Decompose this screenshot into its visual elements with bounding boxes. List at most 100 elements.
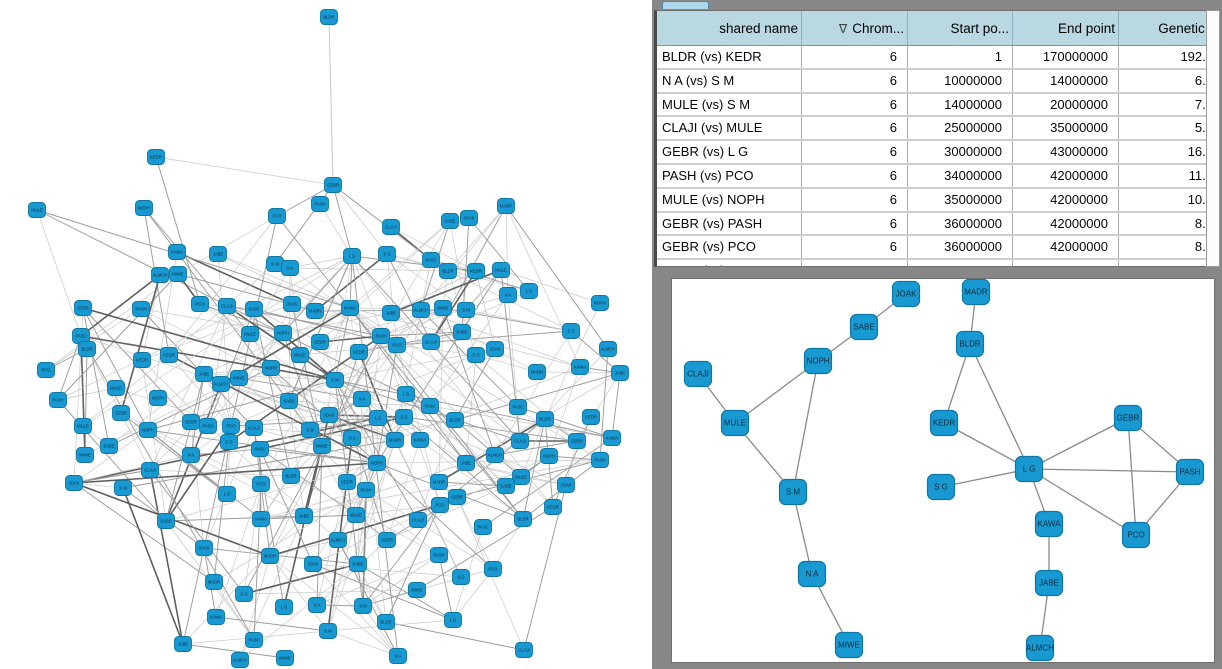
- network-edge[interactable]: [334, 379, 421, 441]
- network-node[interactable]: PCO: [484, 561, 502, 577]
- network-node[interactable]: MULE: [347, 507, 365, 523]
- network-node[interactable]: SABE: [100, 438, 118, 454]
- node-shape[interactable]: [100, 438, 118, 454]
- network-edge[interactable]: [328, 16, 334, 186]
- network-edge[interactable]: [36, 209, 351, 309]
- node-shape[interactable]: [313, 438, 331, 454]
- network-edge[interactable]: [505, 205, 509, 296]
- network-edge[interactable]: [386, 439, 421, 541]
- node-shape[interactable]: [268, 208, 286, 224]
- node-shape[interactable]: [439, 263, 457, 279]
- subnetwork-node[interactable]: GEBR: [1113, 404, 1143, 432]
- node-shape[interactable]: [320, 407, 338, 423]
- node-shape[interactable]: [311, 334, 329, 350]
- network-edge[interactable]: [155, 156, 201, 305]
- network-edge[interactable]: [349, 307, 467, 464]
- network-edge[interactable]: [243, 563, 359, 595]
- network-edge[interactable]: [390, 270, 477, 314]
- network-edge[interactable]: [253, 483, 262, 641]
- network-edge[interactable]: [507, 294, 521, 442]
- node-shape[interactable]: [467, 263, 485, 279]
- network-edge[interactable]: [282, 312, 392, 334]
- network-node[interactable]: PASH: [430, 547, 448, 563]
- node-shape[interactable]: [382, 305, 400, 321]
- network-node[interactable]: JOAK: [557, 477, 575, 493]
- network-edge[interactable]: [468, 217, 530, 292]
- network-node[interactable]: KEDR: [582, 409, 600, 425]
- network-edge[interactable]: [82, 307, 336, 381]
- network-edge[interactable]: [215, 483, 262, 618]
- node-shape[interactable]: [389, 648, 407, 664]
- node-shape[interactable]: [28, 202, 46, 218]
- network-edge[interactable]: [203, 373, 232, 427]
- network-edge[interactable]: [357, 563, 454, 621]
- node-shape[interactable]: [37, 362, 55, 378]
- table-top-tab[interactable]: [662, 1, 709, 9]
- network-node[interactable]: N A: [308, 597, 326, 613]
- node-shape[interactable]: [520, 283, 538, 299]
- network-node[interactable]: PASC: [422, 252, 440, 268]
- node-shape[interactable]: [411, 432, 429, 448]
- node-shape[interactable]: [112, 405, 130, 421]
- network-node[interactable]: GEBR: [182, 414, 200, 430]
- network-node[interactable]: L G: [520, 283, 538, 299]
- subnetwork-node[interactable]: L G: [1014, 455, 1044, 483]
- node-shape[interactable]: [484, 561, 502, 577]
- network-node[interactable]: BLDR: [320, 9, 338, 25]
- network-node[interactable]: ALMCH: [151, 267, 169, 283]
- subnetwork-node[interactable]: NOPH: [803, 347, 833, 375]
- network-edge[interactable]: [217, 253, 382, 337]
- node-shape[interactable]: [231, 652, 249, 668]
- node-shape[interactable]: [349, 556, 367, 572]
- network-edge[interactable]: [190, 448, 261, 456]
- network-node[interactable]: PASH: [49, 392, 67, 408]
- node-shape[interactable]: [457, 455, 475, 471]
- subnetwork-node[interactable]: S M: [778, 478, 808, 506]
- node-shape[interactable]: [107, 380, 125, 396]
- network-edge[interactable]: [80, 335, 336, 381]
- network-node[interactable]: PASH: [357, 482, 375, 498]
- network-edge[interactable]: [449, 220, 467, 311]
- node-shape[interactable]: [368, 455, 386, 471]
- node-shape[interactable]: [422, 334, 440, 350]
- network-edge[interactable]: [438, 554, 454, 621]
- network-edge[interactable]: [500, 269, 601, 304]
- network-node[interactable]: MADR: [497, 198, 515, 214]
- network-node[interactable]: SABE: [497, 478, 515, 494]
- node-shape[interactable]: [218, 298, 236, 314]
- network-node[interactable]: PCO: [268, 208, 286, 224]
- subnetwork-node[interactable]: ALMCH: [1025, 634, 1054, 662]
- network-node[interactable]: KEDR: [133, 352, 151, 368]
- network-edge[interactable]: [465, 354, 477, 464]
- network-node[interactable]: NOPH: [368, 455, 386, 471]
- node-shape[interactable]: [251, 441, 269, 457]
- node-shape[interactable]: [235, 586, 253, 602]
- node-shape[interactable]: [422, 252, 440, 268]
- subnetwork-node[interactable]: S G: [926, 473, 956, 501]
- node-shape[interactable]: [536, 411, 554, 427]
- network-edge[interactable]: [260, 335, 382, 520]
- network-edge[interactable]: [376, 462, 494, 570]
- network-node[interactable]: KEDR: [467, 263, 485, 279]
- network-node[interactable]: S G: [467, 347, 485, 363]
- network-node[interactable]: MADR: [261, 548, 279, 564]
- column-header-end-point[interactable]: End point: [1012, 11, 1119, 46]
- network-edge[interactable]: [288, 255, 353, 402]
- network-node[interactable]: PCO: [222, 418, 240, 434]
- network-edge[interactable]: [362, 589, 418, 607]
- network-node[interactable]: PASH: [311, 196, 329, 212]
- node-shape[interactable]: [65, 475, 83, 491]
- network-node[interactable]: JABE: [209, 246, 227, 262]
- node-shape[interactable]: [114, 480, 132, 496]
- node-shape[interactable]: [372, 328, 390, 344]
- network-node[interactable]: NOPH: [135, 200, 153, 216]
- network-node[interactable]: PCO: [252, 476, 270, 492]
- network-edge[interactable]: [520, 418, 546, 478]
- network-edge[interactable]: [288, 400, 357, 516]
- network-node[interactable]: NOPH: [274, 325, 292, 341]
- node-shape[interactable]: [720, 409, 750, 437]
- node-shape[interactable]: [212, 376, 230, 392]
- network-node[interactable]: KEDR: [338, 474, 356, 490]
- network-edge[interactable]: [36, 209, 82, 337]
